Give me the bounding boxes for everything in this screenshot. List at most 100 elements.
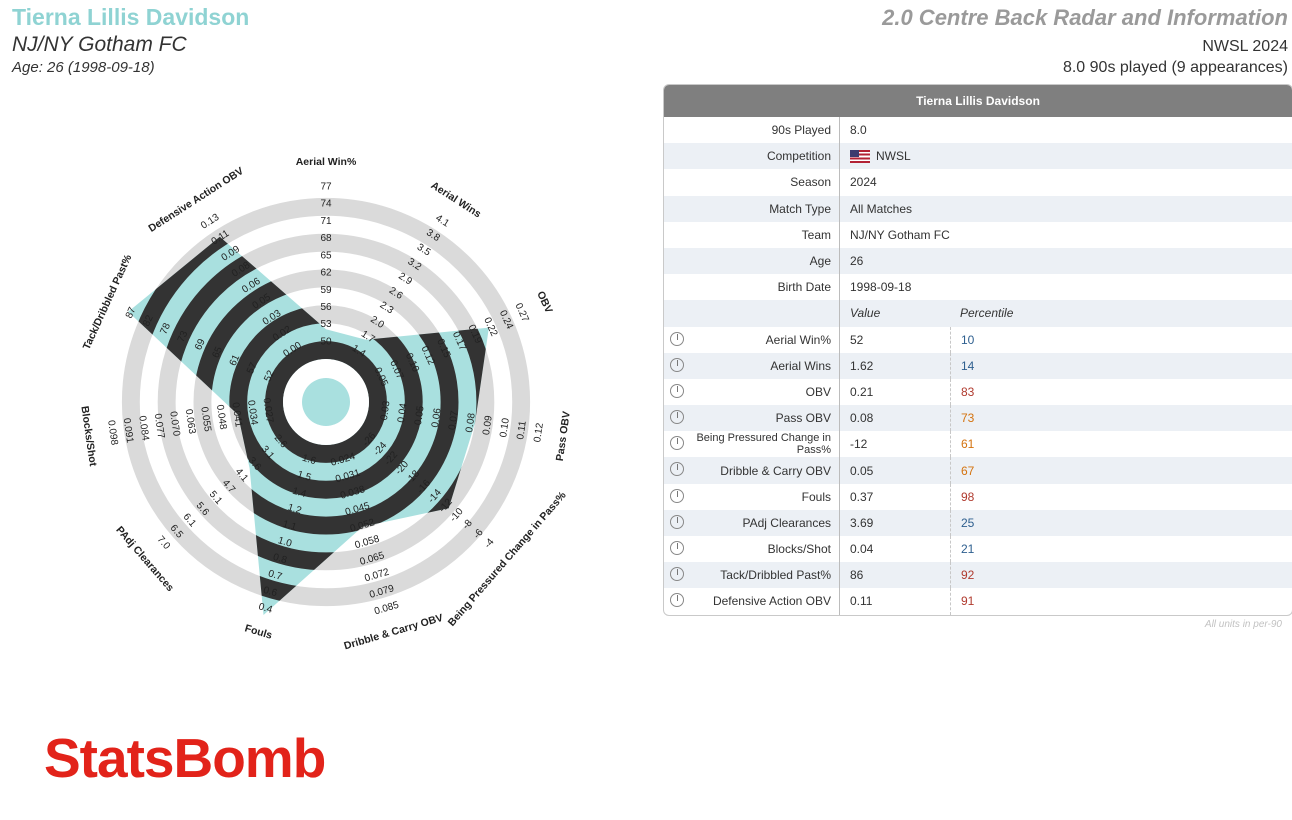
stat-row: Fouls 0.37 98 xyxy=(664,483,1292,510)
stat-value: 86 xyxy=(850,568,864,583)
info-value: NWSL xyxy=(840,143,950,169)
radar-axis-label: Being Pressured Change in Pass% xyxy=(446,489,569,629)
radar-tick-label: 0.07 xyxy=(447,410,461,431)
info-table: Tierna Lillis Davidson 90s Played 8.0 Comp… xyxy=(663,84,1292,616)
radar-tick-label: 0.10 xyxy=(498,417,512,438)
stats-header-blank xyxy=(664,300,840,327)
radar-axis-label: Fouls xyxy=(243,622,273,641)
radar-tick-label: 0.09 xyxy=(481,414,495,435)
info-value-text: 8.0 xyxy=(850,123,867,138)
radar-tick-label: 0.03 xyxy=(379,400,393,421)
stat-label-text: Fouls xyxy=(801,489,831,504)
table-title: Tierna Lillis Davidson xyxy=(664,85,1292,117)
radar-tick-label: 0.048 xyxy=(214,404,229,431)
stat-dial-icon xyxy=(670,488,684,503)
radar-axis-label: Dribble & Carry OBV xyxy=(343,612,445,653)
stat-percentile: 92 xyxy=(950,562,974,589)
stat-label-text: Aerial Wins xyxy=(770,358,831,373)
percentile-header: Percentile xyxy=(960,306,1014,321)
radar-tick-label: 0.085 xyxy=(373,600,401,618)
info-value-text: 2024 xyxy=(850,175,877,190)
radar-tick-label: 68 xyxy=(320,233,332,244)
info-value: 26 xyxy=(840,248,950,274)
stat-label-text: Dribble & Carry OBV xyxy=(720,463,831,478)
stat-label: Dribble & Carry OBV xyxy=(664,457,840,484)
radar-axis-label: Aerial Win% xyxy=(296,156,357,168)
stat-value: -12 xyxy=(850,437,868,452)
info-label: Age xyxy=(664,247,840,275)
radar-tick-label: 87 xyxy=(124,305,139,320)
age-line: Age: 26 (1998-09-18) xyxy=(12,59,155,76)
radar-tick-label: 7.0 xyxy=(155,534,173,552)
radar-title: 2.0 Centre Back Radar and Information xyxy=(882,5,1288,30)
stat-dial-icon xyxy=(670,436,684,451)
stat-percentile: 73 xyxy=(950,405,974,432)
radar-tick-label: 53 xyxy=(320,319,332,330)
radar-tick-label: 0.027 xyxy=(261,397,276,424)
info-row: Birth Date 1998-09-18 xyxy=(664,274,1292,301)
stat-label: PAdj Clearances xyxy=(664,509,840,536)
info-label: Match Type xyxy=(664,195,840,222)
stat-percentile: 10 xyxy=(950,326,974,353)
stat-label: Aerial Wins xyxy=(664,352,840,379)
radar-tick-label: 0.098 xyxy=(105,420,120,447)
radar-tick-label: 0.08 xyxy=(464,412,478,433)
radar-center-dot xyxy=(302,378,350,426)
stat-label: Blocks/Shot xyxy=(664,536,840,563)
stat-dial-icon xyxy=(670,462,684,477)
radar-tick-label: 62 xyxy=(320,268,332,279)
stat-percentile: 67 xyxy=(950,457,974,484)
info-row: Team NJ/NY Gotham FC xyxy=(664,221,1292,248)
stat-value: 0.05 xyxy=(850,463,874,478)
stat-value: 52 xyxy=(850,332,864,347)
stat-value: 0.21 xyxy=(850,384,874,399)
radar-tick-label: 57 xyxy=(245,361,260,376)
info-value: All Matches xyxy=(840,196,950,222)
radar-tick-label: 0.070 xyxy=(167,411,182,438)
radar-tick-label: 0.04 xyxy=(396,402,410,423)
radar-tick-label: 0.091 xyxy=(121,417,136,444)
stat-percentile: 91 xyxy=(950,588,974,615)
radar-tick-label: 0.041 xyxy=(229,402,244,429)
stat-row: Pass OBV 0.08 73 xyxy=(664,405,1292,432)
stat-label: Tack/Dribbled Past% xyxy=(664,562,840,589)
info-row: 90s Played 8.0 xyxy=(664,117,1292,144)
competition-line: NWSL 2024 xyxy=(1202,38,1288,55)
radar-axis-label: Aerial Wins xyxy=(429,179,484,220)
stat-value: 1.62 xyxy=(850,358,874,373)
radar-tick-label: 0.05 xyxy=(413,405,427,426)
info-row: Age 26 xyxy=(664,247,1292,275)
stat-label: Pass OBV xyxy=(664,405,840,432)
table-body: 90s Played 8.0 Competition NWSL Season 2024 Ma… xyxy=(664,117,1292,615)
radar-tick-label: 1.1 xyxy=(281,519,298,534)
info-value-text: All Matches xyxy=(850,201,913,216)
stat-value: 0.37 xyxy=(850,489,874,504)
info-label: 90s Played xyxy=(664,117,840,144)
radar-tick-label: 77 xyxy=(320,182,332,193)
info-value: NJ/NY Gotham FC xyxy=(840,222,950,248)
radar-tick-label: 0.063 xyxy=(183,408,198,435)
stat-row: Defensive Action OBV 0.11 91 xyxy=(664,588,1292,615)
player-name: Tierna Lillis Davidson xyxy=(12,4,250,30)
stat-dial-icon xyxy=(670,541,684,555)
radar-tick-label: 65 xyxy=(210,345,225,360)
stat-dial-icon xyxy=(670,567,684,582)
radar-tick-label: 1.6 xyxy=(301,453,318,468)
stat-value: 0.08 xyxy=(850,411,874,426)
stat-row: Aerial Wins 1.62 14 xyxy=(664,352,1292,379)
stat-label-text: Pass OBV xyxy=(775,411,831,426)
radar-tick-label: 0.06 xyxy=(430,407,444,428)
stat-label-text: Aerial Win% xyxy=(765,332,831,347)
radar-tick-label: 0.034 xyxy=(245,399,260,426)
radar-tick-label: 0.4 xyxy=(257,601,274,616)
stat-row: Aerial Win% 52 10 xyxy=(664,326,1292,353)
stats-header-row: Value Percentile xyxy=(664,300,1292,327)
radar-tick-label: 73 xyxy=(176,329,191,344)
radar-tick-label: 50 xyxy=(320,336,332,347)
info-label: Season xyxy=(664,169,840,196)
stat-dial-icon xyxy=(670,514,684,529)
stat-row: Blocks/Shot 0.04 21 xyxy=(664,536,1292,563)
stat-value: 3.69 xyxy=(850,515,874,530)
stat-percentile: 98 xyxy=(950,483,974,510)
info-row: Match Type All Matches xyxy=(664,195,1292,222)
